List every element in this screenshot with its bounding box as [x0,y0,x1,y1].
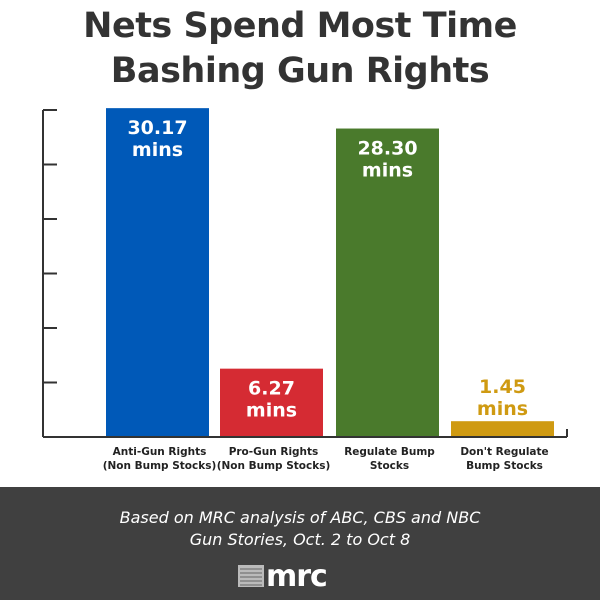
x-tick-label: Stocks [370,460,409,472]
title-line-2: Bashing Gun Rights [110,51,490,91]
bar-3 [451,421,554,437]
bar-0 [106,108,209,437]
source-note-line-1: Based on MRC analysis of ABC, CBS and NB… [119,508,481,527]
source-note-line-2: Gun Stories, Oct. 2 to Oct 8 [189,530,411,549]
data-label-value: 30.17 [127,117,187,139]
chart-title: Nets Spend Most Time Bashing Gun Rights [0,4,600,94]
footer: Based on MRC analysis of ABC, CBS and NB… [0,487,600,600]
data-label-unit: mins [132,139,183,161]
x-tick-label: (Non Bump Stocks) [103,460,217,472]
data-label-unit: mins [246,400,297,422]
source-note: Based on MRC analysis of ABC, CBS and NB… [0,507,600,551]
bar-2 [336,128,439,437]
data-label-unit: mins [477,398,528,420]
title-line-1: Nets Spend Most Time [83,6,517,46]
x-tick-label: Bump Stocks [466,460,543,472]
data-label-unit: mins [362,160,413,182]
mrc-logo: mrc [238,563,328,589]
data-label-value: 28.30 [357,138,417,160]
x-tick-label: Pro-Gun Rights [229,446,319,458]
x-tick-label: Regulate Bump [344,446,435,458]
svg-text:mrc: mrc [266,563,327,589]
x-tick-label: Anti-Gun Rights [113,446,207,458]
x-tick-label: (Non Bump Stocks) [217,460,331,472]
data-label-value: 1.45 [479,376,526,398]
bar-1 [220,368,323,437]
x-tick-label: Don't Regulate [460,446,548,458]
data-label-value: 6.27 [248,378,295,400]
